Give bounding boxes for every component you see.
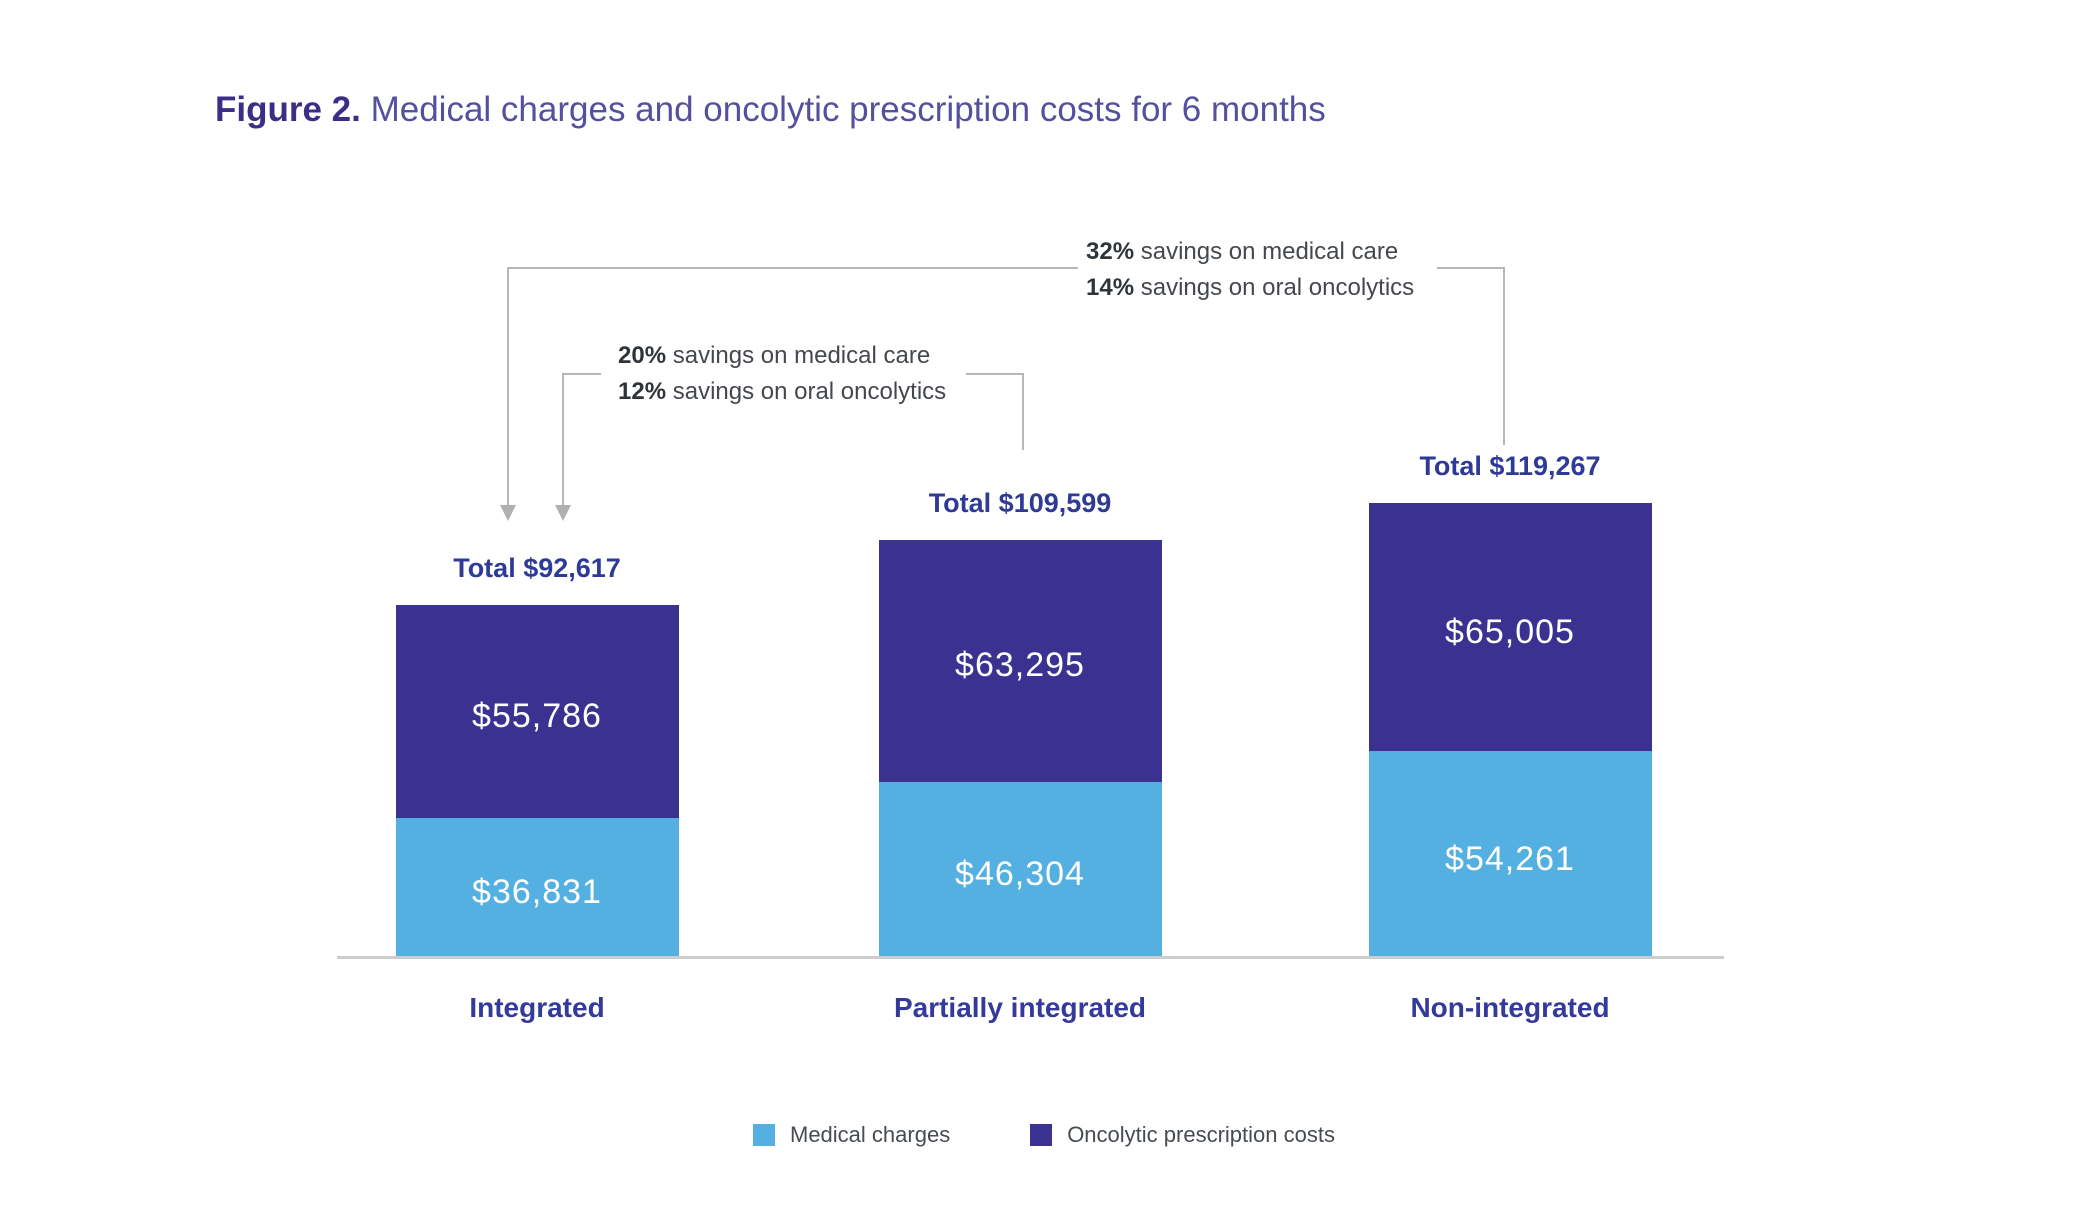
bar-total-label: Total $109,599 [928,488,1112,519]
legend-item-medical-charges: Medical charges [753,1122,950,1148]
segment-value-label: $46,304 [955,855,1085,894]
connector-line-horizontal [1437,267,1505,269]
chart-legend: Medical charges Oncolytic prescription c… [753,1122,1335,1148]
figure-title-prefix: Figure 2. [215,90,361,129]
category-label: Non-integrated [1410,992,1610,1023]
arrow-down-icon [500,505,516,521]
connector-line-vertical [1503,267,1505,445]
category-label: Partially integrated [893,992,1147,1023]
legend-swatch-medical-charges [753,1124,775,1146]
annotation-line: 32% savings on medical care [1086,234,1414,270]
annotation-percent: 32% [1086,238,1135,265]
segment-value-label: $36,831 [472,873,602,912]
figure-title-text: Medical charges and oncolytic prescripti… [360,90,1326,129]
annotation-text: savings on medical care [666,342,931,369]
bar-segment-oncolytic-costs: $63,295 [878,540,1162,782]
legend-swatch-oncolytic-costs [1030,1124,1053,1146]
annotation-partially-integrated-savings: 20% savings on medical care 12% savings … [618,338,946,410]
connector-line-vertical [507,267,509,507]
connector-line-vertical [1022,373,1024,450]
connector-line-horizontal [563,373,601,375]
annotation-percent: 14% [1086,274,1135,301]
category-label: Integrated [469,992,605,1023]
x-axis-line [337,956,1724,959]
connector-line-horizontal [966,373,1024,375]
bar-total-label: Total $92,617 [453,553,621,583]
bar-total-label: Total $119,267 [1419,451,1601,482]
bar-segment-medical-charges: $36,831 [395,817,679,958]
annotation-line: 12% savings on oral oncolytics [618,374,946,410]
segment-value-label: $63,295 [955,646,1085,685]
bar-segment-oncolytic-costs: $55,786 [395,605,679,818]
figure-title: Figure 2. Medical charges and oncolytic … [215,88,1326,132]
legend-label: Medical charges [790,1122,951,1147]
annotation-non-integrated-savings: 32% savings on medical care 14% savings … [1086,234,1414,306]
annotation-text: savings on oral oncolytics [1134,274,1415,301]
annotation-percent: 12% [618,378,667,405]
bar-segment-oncolytic-costs: $65,005 [1368,503,1652,752]
connector-line-vertical [562,373,564,506]
annotation-line: 14% savings on oral oncolytics [1086,270,1414,306]
annotation-percent: 20% [618,342,667,369]
legend-label: Oncolytic prescription costs [1067,1122,1335,1147]
annotation-text: savings on medical care [1134,238,1399,265]
annotation-line: 20% savings on medical care [618,338,946,374]
connector-line-horizontal [508,267,1078,269]
annotation-text: savings on oral oncolytics [666,378,947,405]
legend-item-oncolytic-costs: Oncolytic prescription costs [1030,1122,1335,1148]
segment-value-label: $65,005 [1445,612,1575,651]
segment-value-label: $55,786 [472,696,602,735]
arrow-down-icon [555,505,571,521]
bar-segment-medical-charges: $54,261 [1368,751,1652,958]
bar-segment-medical-charges: $46,304 [878,781,1162,958]
segment-value-label: $54,261 [1445,840,1575,879]
